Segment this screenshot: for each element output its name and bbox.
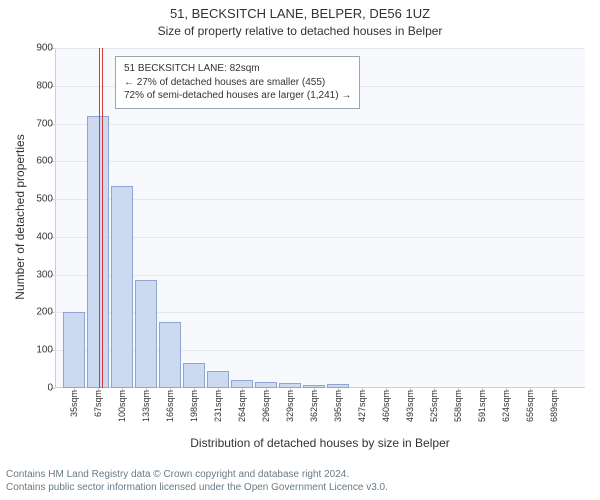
ytick-label: 100 xyxy=(13,345,53,356)
plot-area: 51 BECKSITCH LANE: 82sqm ← 27% of detach… xyxy=(55,48,585,388)
xtick-label: 264sqm xyxy=(237,390,247,422)
ytick-label: 300 xyxy=(13,269,53,280)
xtick-label: 231sqm xyxy=(213,390,223,422)
xtick-label: 624sqm xyxy=(501,390,511,422)
ytick-label: 400 xyxy=(13,231,53,242)
bar xyxy=(159,322,181,388)
xtick-label: 525sqm xyxy=(429,390,439,422)
xtick-label: 67sqm xyxy=(93,390,103,417)
bar xyxy=(135,280,157,388)
chart-title: 51, BECKSITCH LANE, BELPER, DE56 1UZ xyxy=(0,6,600,21)
xtick-label: 362sqm xyxy=(309,390,319,422)
ytick-label: 700 xyxy=(13,118,53,129)
ytick-label: 0 xyxy=(13,383,53,394)
xtick-label: 427sqm xyxy=(357,390,367,422)
footer-line1: Contains HM Land Registry data © Crown c… xyxy=(6,468,594,481)
xtick-label: 35sqm xyxy=(69,390,79,417)
xtick-label: 133sqm xyxy=(141,390,151,422)
xtick-label: 591sqm xyxy=(477,390,487,422)
ytick-label: 200 xyxy=(13,307,53,318)
xtick-label: 558sqm xyxy=(453,390,463,422)
annotation-line1: 51 BECKSITCH LANE: 82sqm xyxy=(124,62,351,76)
ytick-label: 600 xyxy=(13,156,53,167)
ytick-label: 900 xyxy=(13,43,53,54)
bar xyxy=(87,116,109,388)
xtick-label: 395sqm xyxy=(333,390,343,422)
chart-container: 51, BECKSITCH LANE, BELPER, DE56 1UZ Siz… xyxy=(0,0,600,500)
xtick-label: 296sqm xyxy=(261,390,271,422)
bar xyxy=(231,380,253,388)
marker-line xyxy=(99,48,100,388)
xtick-label: 198sqm xyxy=(189,390,199,422)
bar xyxy=(63,312,85,388)
bar xyxy=(183,363,205,388)
ytick-label: 500 xyxy=(13,194,53,205)
xtick-label: 493sqm xyxy=(405,390,415,422)
x-axis-label: Distribution of detached houses by size … xyxy=(55,436,585,450)
annotation-line2: ← 27% of detached houses are smaller (45… xyxy=(124,76,351,90)
chart-subtitle: Size of property relative to detached ho… xyxy=(0,24,600,38)
footer-line2: Contains public sector information licen… xyxy=(6,481,594,494)
annotation-box: 51 BECKSITCH LANE: 82sqm ← 27% of detach… xyxy=(115,56,360,109)
xtick-label: 100sqm xyxy=(117,390,127,422)
xtick-label: 689sqm xyxy=(549,390,559,422)
bar xyxy=(111,186,133,388)
xtick-label: 656sqm xyxy=(525,390,535,422)
annotation-line3: 72% of semi-detached houses are larger (… xyxy=(124,89,351,103)
xtick-label: 460sqm xyxy=(381,390,391,422)
ytick-label: 800 xyxy=(13,80,53,91)
marker-line xyxy=(102,48,103,388)
xtick-label: 166sqm xyxy=(165,390,175,422)
xtick-label: 329sqm xyxy=(285,390,295,422)
footer: Contains HM Land Registry data © Crown c… xyxy=(6,468,594,494)
bar xyxy=(207,371,229,388)
